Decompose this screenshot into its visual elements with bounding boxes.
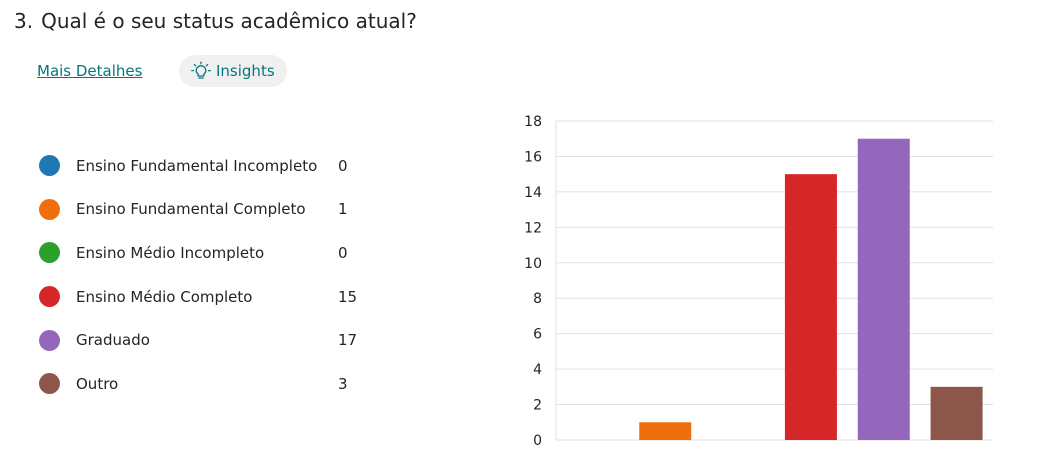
y-tick-label: 12 <box>524 220 542 236</box>
y-tick-label: 18 <box>524 114 542 130</box>
y-tick-label: 4 <box>533 362 542 378</box>
legend-label: Outro <box>76 374 119 393</box>
legend-count: 0 <box>338 156 348 175</box>
legend-label: Ensino Fundamental Incompleto <box>76 156 318 175</box>
legend-item: Ensino Médio Incompleto 0 <box>39 231 378 275</box>
more-details-link[interactable]: Mais Detalhes <box>37 62 143 80</box>
chart-legend: Ensino Fundamental Incompleto 0 Ensino F… <box>39 144 378 406</box>
legend-label: Ensino Fundamental Completo <box>76 200 306 219</box>
legend-count: 0 <box>338 243 348 262</box>
y-tick-label: 8 <box>533 291 542 307</box>
bar[interactable] <box>857 138 910 440</box>
bar[interactable] <box>639 422 692 440</box>
question-title: 3. Qual é o seu status acadêmico atual? <box>14 9 417 33</box>
legend-item: Ensino Fundamental Completo 1 <box>39 188 378 232</box>
legend-color-dot <box>39 286 60 308</box>
insights-label: Insights <box>216 62 275 80</box>
legend-count: 1 <box>338 200 348 219</box>
legend-count: 3 <box>338 374 348 393</box>
legend-color-dot <box>39 373 60 395</box>
y-tick-label: 6 <box>533 327 542 343</box>
lightbulb-icon <box>191 61 211 81</box>
y-tick-label: 2 <box>533 398 542 414</box>
legend-item: Outro 3 <box>39 362 378 406</box>
legend-label: Ensino Médio Incompleto <box>76 243 265 262</box>
y-tick-label: 14 <box>524 185 542 201</box>
y-tick-label: 10 <box>524 256 542 272</box>
legend-count: 15 <box>338 287 358 306</box>
bar[interactable] <box>930 386 983 440</box>
legend-color-dot <box>39 155 60 177</box>
legend-color-dot <box>39 242 60 264</box>
legend-color-dot <box>39 329 60 351</box>
bar[interactable] <box>784 174 837 440</box>
question-number: 3. <box>14 9 34 33</box>
legend-item: Ensino Médio Completo 15 <box>39 275 378 319</box>
legend-label: Ensino Médio Completo <box>76 287 253 306</box>
y-tick-label: 0 <box>533 433 542 449</box>
question-text: Qual é o seu status acadêmico atual? <box>41 9 417 33</box>
legend-item: Ensino Fundamental Incompleto 0 <box>39 144 378 188</box>
legend-count: 17 <box>338 331 358 350</box>
bar-chart: 0 2 4 6 8 10 12 14 16 18 <box>524 114 993 449</box>
legend-item: Graduado 17 <box>39 318 378 362</box>
legend-label: Graduado <box>76 331 150 350</box>
legend-color-dot <box>39 198 60 220</box>
y-tick-label: 16 <box>524 149 542 165</box>
insights-button[interactable]: Insights <box>179 55 287 87</box>
